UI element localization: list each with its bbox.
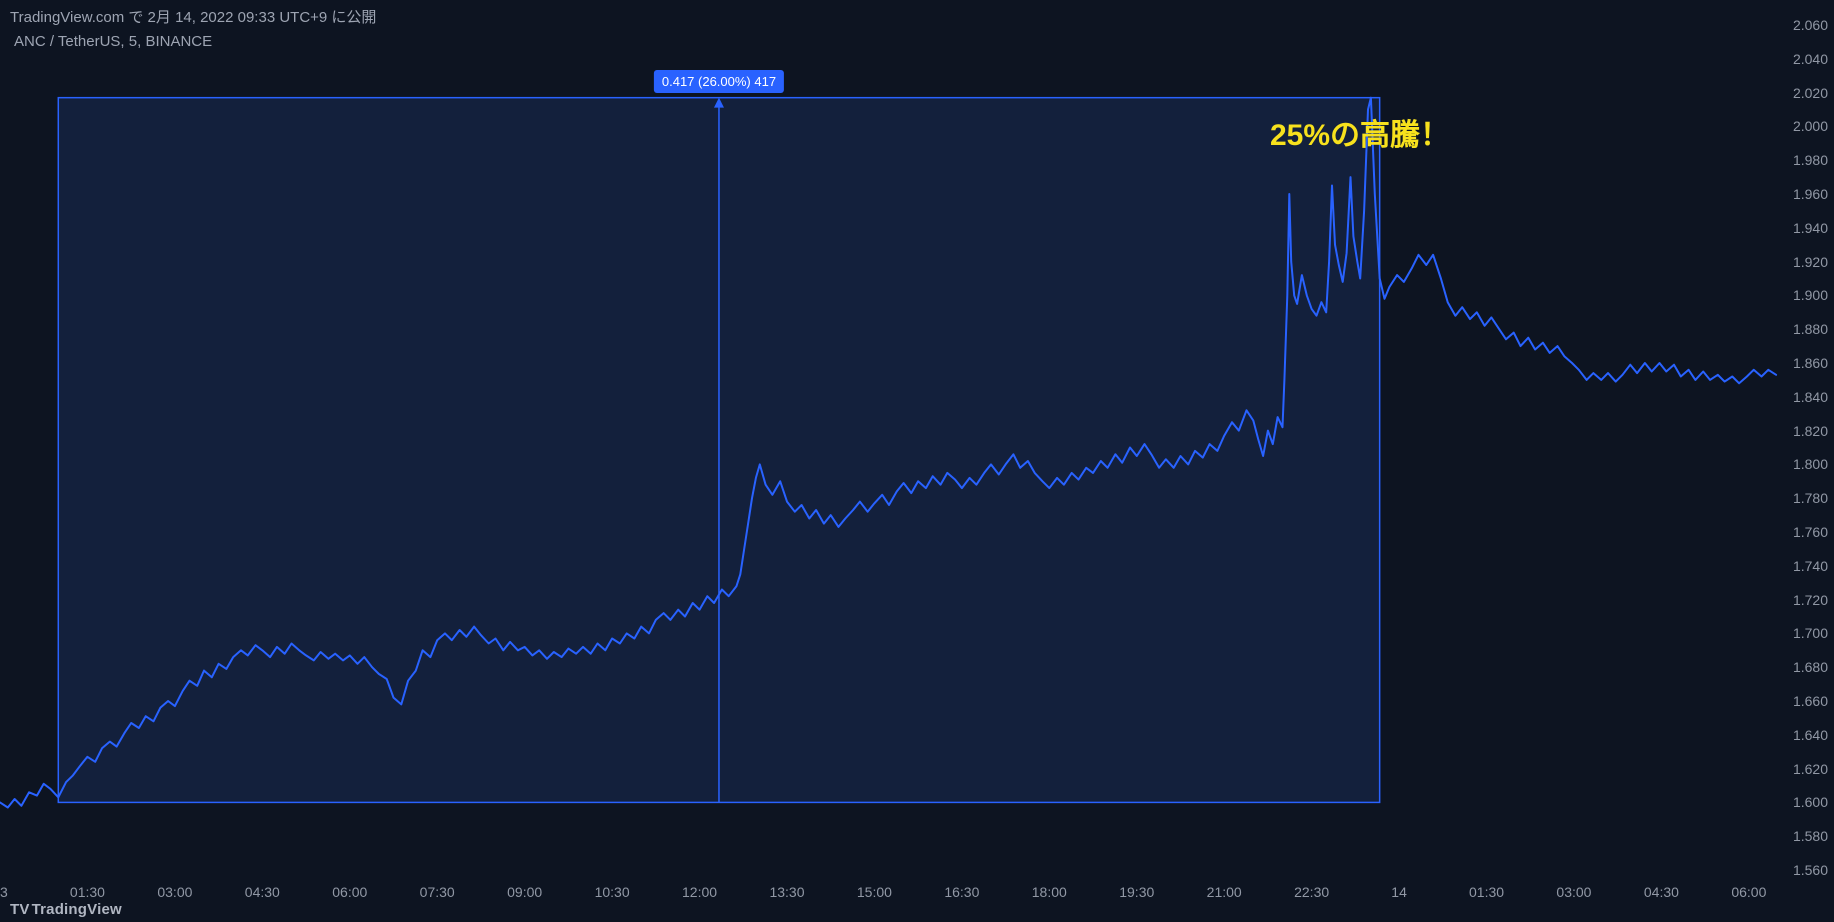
x-tick-label: 03:00 xyxy=(1556,884,1591,900)
y-tick-label: 1.600 xyxy=(1793,794,1828,810)
chart-container: TradingView.com で 2月 14, 2022 09:33 UTC+… xyxy=(0,0,1834,922)
logo-icon: TV xyxy=(10,901,30,918)
x-tick-label: 16:30 xyxy=(944,884,979,900)
x-tick-label: 09:00 xyxy=(507,884,542,900)
x-tick-label: 21:00 xyxy=(1207,884,1242,900)
y-tick-label: 1.560 xyxy=(1793,862,1828,878)
y-tick-label: 1.700 xyxy=(1793,625,1828,641)
y-tick-label: 1.660 xyxy=(1793,693,1828,709)
x-tick-label: 18:00 xyxy=(1032,884,1067,900)
y-tick-label: 1.680 xyxy=(1793,659,1828,675)
y-tick-label: 1.840 xyxy=(1793,389,1828,405)
x-tick-label: 14 xyxy=(1391,884,1407,900)
x-axis[interactable]: 13 01:30 03:00 04:30 06:00 07:30 09:00 10:30 12:… xyxy=(0,870,1778,900)
y-tick-label: 1.960 xyxy=(1793,186,1828,202)
x-tick-label: 06:00 xyxy=(1731,884,1766,900)
y-tick-label: 1.860 xyxy=(1793,355,1828,371)
x-tick-label: 07:30 xyxy=(420,884,455,900)
y-tick-label: 1.720 xyxy=(1793,592,1828,608)
y-tick-label: 2.060 xyxy=(1793,17,1828,33)
x-tick-label: 12:00 xyxy=(682,884,717,900)
y-tick-label: 1.920 xyxy=(1793,254,1828,270)
publish-info: TradingView.com で 2月 14, 2022 09:33 UTC+… xyxy=(10,6,376,27)
x-tick-label: 01:30 xyxy=(70,884,105,900)
y-tick-label: 1.820 xyxy=(1793,423,1828,439)
y-axis[interactable]: 2.0602.0402.0202.0001.9801.9601.9401.920… xyxy=(1778,25,1834,870)
x-tick-label: 01:30 xyxy=(1469,884,1504,900)
y-tick-label: 1.900 xyxy=(1793,287,1828,303)
y-tick-label: 2.000 xyxy=(1793,118,1828,134)
y-tick-label: 1.580 xyxy=(1793,828,1828,844)
x-tick-label: 13:30 xyxy=(769,884,804,900)
logo-text: TradingView xyxy=(32,901,122,918)
y-tick-label: 1.780 xyxy=(1793,490,1828,506)
measure-tooltip: 0.417 (26.00%) 417 xyxy=(654,70,784,93)
y-tick-label: 1.800 xyxy=(1793,456,1828,472)
x-tick-label: 04:30 xyxy=(245,884,280,900)
tradingview-logo: TVTradingView xyxy=(10,901,122,918)
x-tick-label: 13 xyxy=(0,884,8,900)
y-tick-label: 1.940 xyxy=(1793,220,1828,236)
x-tick-label: 04:30 xyxy=(1644,884,1679,900)
y-tick-label: 2.040 xyxy=(1793,51,1828,67)
x-tick-label: 06:00 xyxy=(332,884,367,900)
surge-annotation: 25%の高騰！ xyxy=(1270,110,1450,154)
y-tick-label: 2.020 xyxy=(1793,85,1828,101)
y-tick-label: 1.880 xyxy=(1793,321,1828,337)
y-tick-label: 1.640 xyxy=(1793,727,1828,743)
x-tick-label: 15:00 xyxy=(857,884,892,900)
y-tick-label: 1.760 xyxy=(1793,524,1828,540)
x-tick-label: 10:30 xyxy=(595,884,630,900)
y-tick-label: 1.980 xyxy=(1793,152,1828,168)
y-tick-label: 1.740 xyxy=(1793,558,1828,574)
y-tick-label: 1.620 xyxy=(1793,761,1828,777)
x-tick-label: 22:30 xyxy=(1294,884,1329,900)
x-tick-label: 03:00 xyxy=(157,884,192,900)
x-tick-label: 19:30 xyxy=(1119,884,1154,900)
chart-plot-area[interactable]: 0.417 (26.00%) 417 xyxy=(0,25,1778,870)
